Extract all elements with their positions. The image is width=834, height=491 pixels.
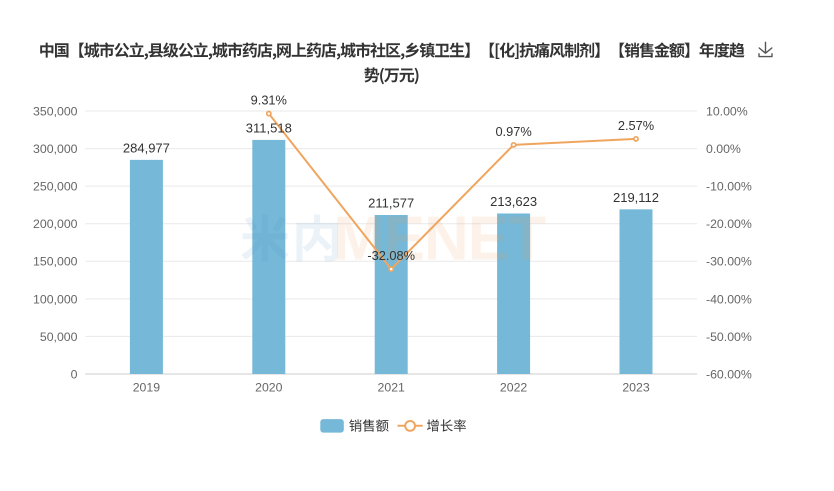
svg-text:-40.00%: -40.00% [706,292,752,306]
svg-text:0: 0 [71,367,78,381]
svg-text:2.57%: 2.57% [618,118,654,133]
svg-text:284,977: 284,977 [123,140,170,155]
svg-text:300,000: 300,000 [33,142,78,156]
svg-text:9.31%: 9.31% [251,93,287,108]
svg-text:350,000: 350,000 [33,104,78,118]
svg-text:0.00%: 0.00% [706,142,741,156]
svg-text:-10.00%: -10.00% [706,180,752,194]
svg-text:-30.00%: -30.00% [706,255,752,269]
svg-text:200,000: 200,000 [33,217,78,231]
svg-text:2021: 2021 [378,381,406,395]
svg-text:-60.00%: -60.00% [706,367,752,381]
svg-text:219,112: 219,112 [613,190,659,205]
svg-text:-32.08%: -32.08% [367,248,415,263]
svg-text:10.00%: 10.00% [706,104,748,118]
svg-text:311,518: 311,518 [246,120,292,135]
svg-text:2022: 2022 [500,381,528,395]
svg-text:213,623: 213,623 [490,194,537,209]
svg-text:250,000: 250,000 [33,180,78,194]
svg-text:2023: 2023 [622,381,650,395]
svg-text:MENET: MENET [333,204,546,273]
svg-text:2020: 2020 [255,381,283,395]
svg-text:-20.00%: -20.00% [706,217,752,231]
svg-text:50,000: 50,000 [40,330,78,344]
svg-text:211,577: 211,577 [368,196,414,211]
svg-text:2019: 2019 [133,381,161,395]
svg-text:-50.00%: -50.00% [706,330,752,344]
svg-text:0.97%: 0.97% [495,124,531,139]
svg-text:100,000: 100,000 [33,292,78,306]
svg-text:150,000: 150,000 [33,255,78,269]
